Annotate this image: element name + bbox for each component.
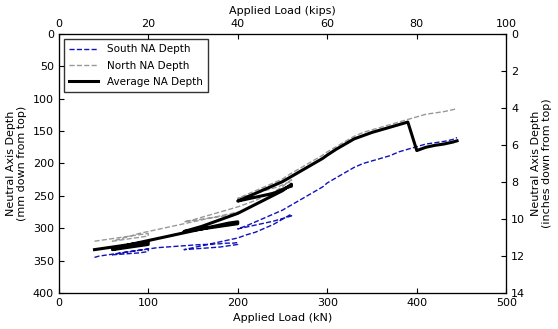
Average NA Depth <box>454 139 460 143</box>
Average NA Depth <box>413 149 420 153</box>
Y-axis label: Neutral Axis Depth
(mm down from top): Neutral Axis Depth (mm down from top) <box>6 106 27 221</box>
Line: Average NA Depth: Average NA Depth <box>94 122 457 250</box>
North NA Depth <box>405 117 411 121</box>
Line: South NA Depth: South NA Depth <box>94 138 457 257</box>
South NA Depth <box>333 176 340 180</box>
South NA Depth <box>454 136 460 139</box>
Average NA Depth <box>275 190 281 193</box>
North NA Depth <box>217 214 223 218</box>
North NA Depth <box>109 237 116 240</box>
North NA Depth <box>261 194 268 198</box>
Y-axis label: Neutral Axis Depth
(inches down from top): Neutral Axis Depth (inches down from top… <box>531 99 552 228</box>
North NA Depth <box>91 239 98 243</box>
Average NA Depth <box>109 245 116 249</box>
Legend: South NA Depth, North NA Depth, Average NA Depth: South NA Depth, North NA Depth, Average … <box>64 39 208 92</box>
South NA Depth <box>292 200 299 204</box>
South NA Depth <box>109 253 116 257</box>
North NA Depth <box>275 185 281 189</box>
Line: North NA Depth: North NA Depth <box>94 109 457 241</box>
South NA Depth <box>91 255 98 259</box>
Average NA Depth <box>225 221 232 225</box>
South NA Depth <box>234 227 241 231</box>
North NA Depth <box>225 212 232 216</box>
X-axis label: Applied Load (kN): Applied Load (kN) <box>233 314 332 323</box>
South NA Depth <box>136 248 143 252</box>
North NA Depth <box>454 107 460 111</box>
Average NA Depth <box>91 248 98 252</box>
Average NA Depth <box>405 120 411 124</box>
Average NA Depth <box>261 198 268 202</box>
X-axis label: Applied Load (kips): Applied Load (kips) <box>229 6 336 15</box>
South NA Depth <box>181 248 187 252</box>
Average NA Depth <box>217 223 223 227</box>
